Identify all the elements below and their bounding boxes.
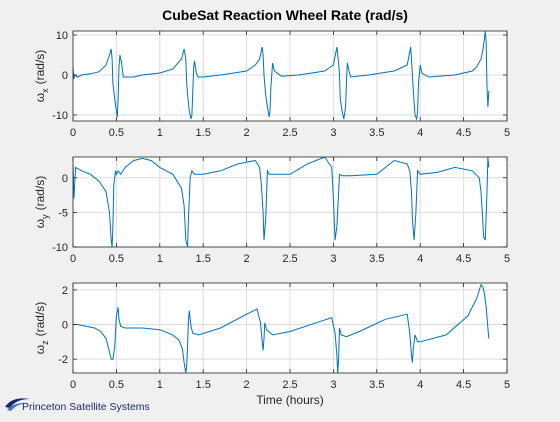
- y-axis-label: ωz (rad/s): [33, 302, 50, 355]
- y-tick-label: 10: [56, 30, 68, 42]
- figure-title: CubeSat Reaction Wheel Rate (rad/s): [162, 7, 408, 23]
- y-tick-label: -10: [52, 242, 68, 254]
- x-tick-label: 5: [504, 127, 510, 139]
- x-tick-label: 2.5: [282, 379, 297, 391]
- x-axis-label: Time (hours): [256, 393, 324, 407]
- x-tick-label: 5: [504, 253, 510, 265]
- x-tick-label: 2: [244, 127, 250, 139]
- x-tick-label: 3.5: [369, 379, 384, 391]
- x-tick-label: 1.5: [196, 127, 211, 139]
- y-tick-label: 2: [62, 285, 68, 297]
- x-tick-label: 4.5: [456, 127, 471, 139]
- y-axis-label-unit: (rad/s): [33, 176, 47, 211]
- y-axis-label-subscript: x: [40, 88, 50, 93]
- y-axis-label-subscript: y: [40, 214, 50, 219]
- x-tick-label: 2.5: [282, 253, 297, 265]
- x-tick-label: 4: [417, 127, 423, 139]
- y-tick-label: -10: [52, 110, 68, 122]
- x-tick-label: 3: [330, 253, 336, 265]
- y-axis-label: ωy (rad/s): [33, 176, 50, 229]
- series-line: [73, 283, 490, 373]
- x-tick-label: 0.5: [109, 127, 124, 139]
- series-line: [73, 157, 490, 247]
- x-tick-label: 3: [330, 127, 336, 139]
- x-tick-label: 0: [70, 127, 76, 139]
- subplot-2: 0 0.5 1 1.5 2 2.5 3 3.5 4 4.5 5 -10 -5 0 ωy (rad/s): [33, 156, 510, 265]
- x-tick-label: 4.5: [456, 379, 471, 391]
- y-axis-label-unit: (rad/s): [33, 50, 47, 85]
- x-tick-label: 3: [330, 379, 336, 391]
- y-axis-label-symbol: ω: [33, 93, 47, 102]
- x-tick-label: 4: [417, 379, 423, 391]
- y-tick-label: 0: [62, 320, 68, 332]
- y-axis-label-symbol: ω: [33, 219, 47, 228]
- y-tick-label: -2: [58, 354, 68, 366]
- x-tick-label: 2: [244, 253, 250, 265]
- swoosh-icon: [5, 398, 30, 411]
- x-tick-label: 0.5: [109, 379, 124, 391]
- x-tick-label: 0: [70, 253, 76, 265]
- x-tick-label: 0: [70, 379, 76, 391]
- x-tick-label: 4: [417, 253, 423, 265]
- company-name: Princeton Satellite Systems: [22, 401, 150, 413]
- company-logo: Princeton Satellite Systems: [4, 393, 154, 417]
- x-tick-label: 0.5: [109, 253, 124, 265]
- y-axis-label-symbol: ω: [33, 345, 47, 354]
- x-tick-label: 4.5: [456, 253, 471, 265]
- y-axis-label-subscript: z: [40, 340, 50, 345]
- x-tick-label: 1: [157, 253, 163, 265]
- x-tick-label: 3.5: [369, 127, 384, 139]
- y-tick-label: -5: [58, 207, 68, 219]
- x-tick-label: 1.5: [196, 253, 211, 265]
- y-tick-label: 0: [62, 70, 68, 82]
- series-line: [73, 31, 490, 121]
- y-axis-label-unit: (rad/s): [33, 302, 47, 337]
- x-tick-label: 1: [157, 379, 163, 391]
- x-tick-label: 2.5: [282, 127, 297, 139]
- x-tick-label: 1.5: [196, 379, 211, 391]
- y-tick-label: 0: [62, 173, 68, 185]
- x-tick-label: 2: [244, 379, 250, 391]
- x-tick-label: 5: [504, 379, 510, 391]
- x-tick-label: 1: [157, 127, 163, 139]
- y-axis-label: ωx (rad/s): [33, 50, 50, 103]
- x-tick-label: 3.5: [369, 253, 384, 265]
- subplot-3: 0 0.5 1 1.5 2 2.5 3 3.5 4 4.5 5 -2 0 2 ωz (rad/s): [33, 282, 510, 391]
